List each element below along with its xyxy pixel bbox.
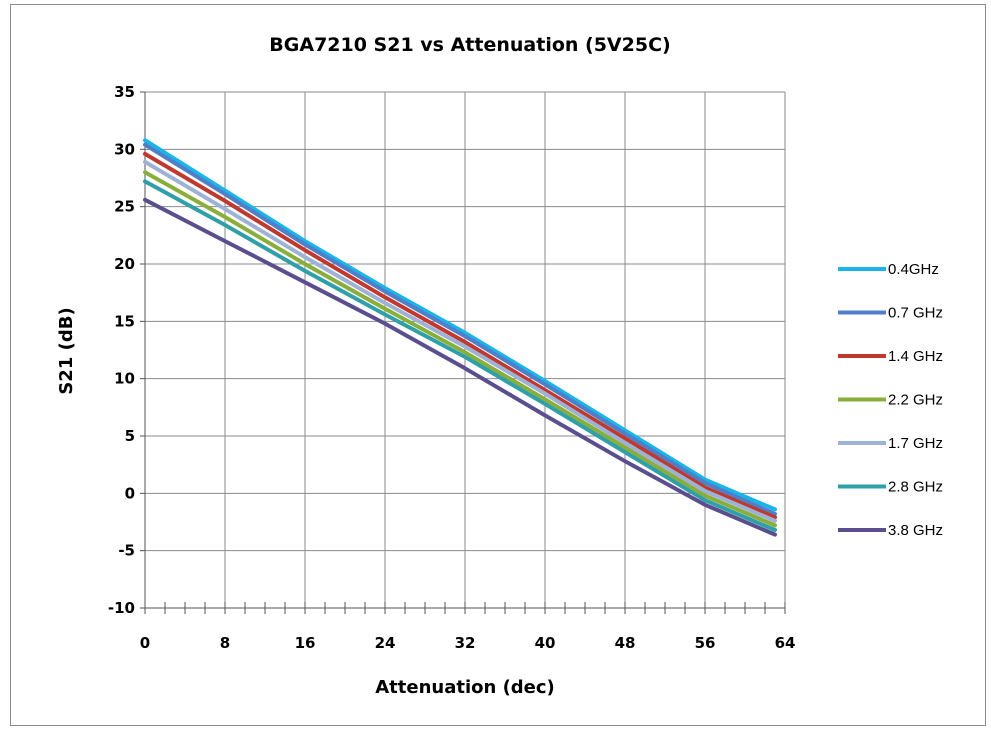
x-tick-label: 32 [455,634,476,652]
y-tick-label: 25 [114,198,135,216]
legend: 0.4GHz 0.7 GHz 1.4 GHz 2.2 GHz 1.7 GHz 2.8 GH… [838,261,943,539]
y-tick-label: 0 [125,484,135,502]
legend-label: 1.4 GHz [888,348,943,365]
x-tick-label: 48 [615,634,636,652]
legend-label: 0.4GHz [888,261,939,278]
x-axis-title: Attenuation (dec) [375,677,555,698]
y-axis-title: S21 (dB) [56,307,77,394]
y-tick-label: -5 [118,542,135,560]
x-tick-label: 64 [775,634,796,652]
y-tick-label: 10 [114,370,135,388]
grid [144,91,786,609]
legend-label: 2.2 GHz [888,392,943,409]
series-line [143,197,777,537]
chart-title: BGA7210 S21 vs Attenuation (5V25C) [269,34,670,56]
y-tick-label: 30 [114,140,135,158]
series-line [143,159,777,523]
y-tick-label: 35 [114,83,135,101]
series-line [143,151,777,520]
legend-label: 3.8 GHz [888,522,943,539]
series-line [143,142,777,516]
series-group [143,138,777,537]
x-tick-label: 8 [220,634,230,652]
y-tick-label: -10 [108,599,135,617]
legend-label: 2.8 GHz [888,479,943,496]
y-tick-label: 20 [114,255,135,273]
y-tick-label: 15 [114,312,135,330]
series-line [143,138,777,512]
x-tick-label: 24 [375,634,396,652]
legend-label: 1.7 GHz [888,435,943,452]
x-tick-label: 0 [140,634,150,652]
series-line [143,179,777,532]
x-tick-label: 56 [695,634,716,652]
axes [140,91,786,614]
x-tick-label: 40 [535,634,556,652]
legend-label: 0.7 GHz [888,305,943,322]
series-line [143,170,777,528]
x-tick-label: 16 [295,634,316,652]
y-tick-label: 5 [125,427,135,445]
tick-labels: -10 -5 0 5 10 15 20 25 30 35 0 8 16 24 32 40 48 56 64 [108,83,796,652]
